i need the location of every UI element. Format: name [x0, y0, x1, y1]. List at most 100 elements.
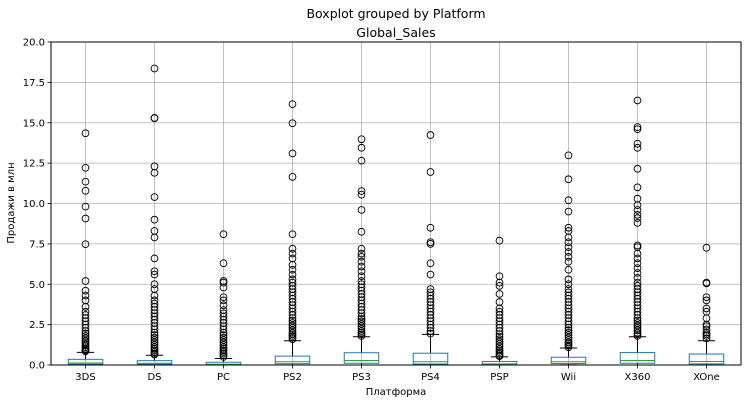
outlier-point — [288, 249, 297, 258]
outliers-ps4 — [426, 131, 435, 338]
outlier-point — [495, 327, 504, 335]
y-tick-label: 0.0 — [29, 361, 45, 372]
outlier-point — [564, 343, 573, 352]
box-iqr — [343, 352, 380, 364]
outlier-point — [357, 190, 366, 199]
outlier-points — [81, 64, 711, 361]
outlier-point — [633, 219, 642, 227]
outlier-point — [150, 333, 159, 342]
outlier-point — [81, 177, 90, 186]
box-x360 — [619, 336, 656, 366]
outlier-point — [357, 257, 366, 266]
outlier-point — [633, 269, 642, 277]
outlier-point — [564, 326, 573, 335]
outlier-point — [288, 100, 297, 109]
outlier-point — [633, 96, 642, 105]
outlier-point — [426, 240, 435, 248]
outlier-point — [357, 312, 366, 321]
outlier-point — [81, 202, 90, 211]
outlier-point — [564, 324, 573, 332]
outlier-point — [357, 309, 366, 318]
outlier-point — [219, 325, 228, 334]
plot-frame — [50, 41, 742, 366]
outlier-point — [150, 350, 159, 359]
box-xone — [688, 340, 725, 366]
outlier-point — [219, 230, 228, 239]
outlier-point — [288, 314, 297, 323]
outliers-wii — [564, 151, 573, 352]
outlier-point — [219, 333, 228, 342]
x-tick-label-xone: XOne — [693, 372, 720, 383]
outlier-point — [564, 252, 573, 261]
x-tick-label-ps3: PS3 — [352, 372, 371, 383]
outlier-point — [150, 336, 159, 344]
outlier-point — [288, 149, 297, 158]
outlier-point — [495, 332, 504, 341]
outlier-point — [633, 125, 642, 134]
outlier-point — [81, 334, 90, 343]
outlier-point — [495, 352, 504, 360]
outlier-point — [81, 240, 90, 249]
outlier-point — [150, 325, 159, 334]
outlier-point — [288, 319, 297, 327]
outlier-point — [150, 270, 159, 279]
y-tick-marks: 0.0 2.5 5.0 7.5 10.0 12.5 15.0 17.5 20.0 — [23, 38, 51, 372]
outlier-point — [426, 131, 435, 139]
outliers-ps3 — [357, 135, 366, 340]
outlier-point — [633, 332, 642, 340]
x-tick-label-x360: X360 — [625, 372, 651, 383]
boxes — [67, 333, 725, 366]
y-tick-label: 5.0 — [29, 280, 45, 291]
outlier-point — [564, 320, 573, 329]
box-ps3 — [343, 336, 380, 366]
outlier-point — [219, 353, 228, 361]
outlier-point — [702, 293, 711, 302]
outlier-point — [81, 303, 90, 311]
box-ps2 — [274, 340, 311, 366]
outlier-point — [150, 328, 159, 337]
x-tick-label-ds: DS — [147, 372, 161, 383]
outlier-point — [357, 272, 366, 281]
outlier-point — [633, 314, 642, 323]
box-iqr — [67, 358, 104, 365]
outlier-point — [495, 342, 504, 351]
outlier-point — [564, 207, 573, 216]
outlier-point — [150, 280, 159, 289]
outlier-point — [288, 119, 297, 128]
outlier-point — [219, 293, 228, 302]
outlier-point — [564, 331, 573, 339]
outlier-point — [357, 317, 366, 326]
x-tick-label-psp: PSP — [490, 372, 508, 383]
outlier-point — [288, 321, 297, 330]
outlier-point — [288, 335, 297, 344]
outlier-point — [633, 316, 642, 325]
x-axis-label: Платформа — [366, 387, 427, 398]
outliers-ps2 — [288, 100, 297, 344]
outlier-point — [426, 324, 435, 332]
x-tick-label-ps4: PS4 — [421, 372, 440, 383]
outlier-point — [357, 156, 366, 165]
outlier-point — [219, 340, 228, 349]
outlier-point — [219, 296, 228, 305]
outlier-point — [633, 319, 642, 327]
outlier-point — [564, 238, 573, 247]
outlier-point — [81, 347, 90, 356]
x-tick-label-3ds: 3DS — [75, 372, 95, 383]
outlier-point — [150, 64, 159, 73]
outlier-point — [633, 143, 642, 152]
outlier-point — [357, 249, 366, 258]
x-tick-marks: 3DS DS PC PS2 PS3 PS4 PSP Wii X360 XOne — [75, 365, 720, 383]
grid-lines — [51, 41, 741, 366]
x-tick-label-ps2: PS2 — [283, 372, 302, 383]
outlier-point — [357, 187, 366, 195]
outlier-point — [426, 270, 435, 279]
outlier-point — [702, 279, 711, 288]
outlier-point — [564, 257, 573, 266]
outlier-point — [81, 186, 90, 195]
outlier-point — [702, 243, 711, 252]
outlier-point — [495, 337, 504, 346]
outlier-point — [633, 259, 642, 268]
outlier-point — [564, 151, 573, 160]
outlier-point — [564, 196, 573, 205]
outlier-point — [495, 278, 504, 287]
